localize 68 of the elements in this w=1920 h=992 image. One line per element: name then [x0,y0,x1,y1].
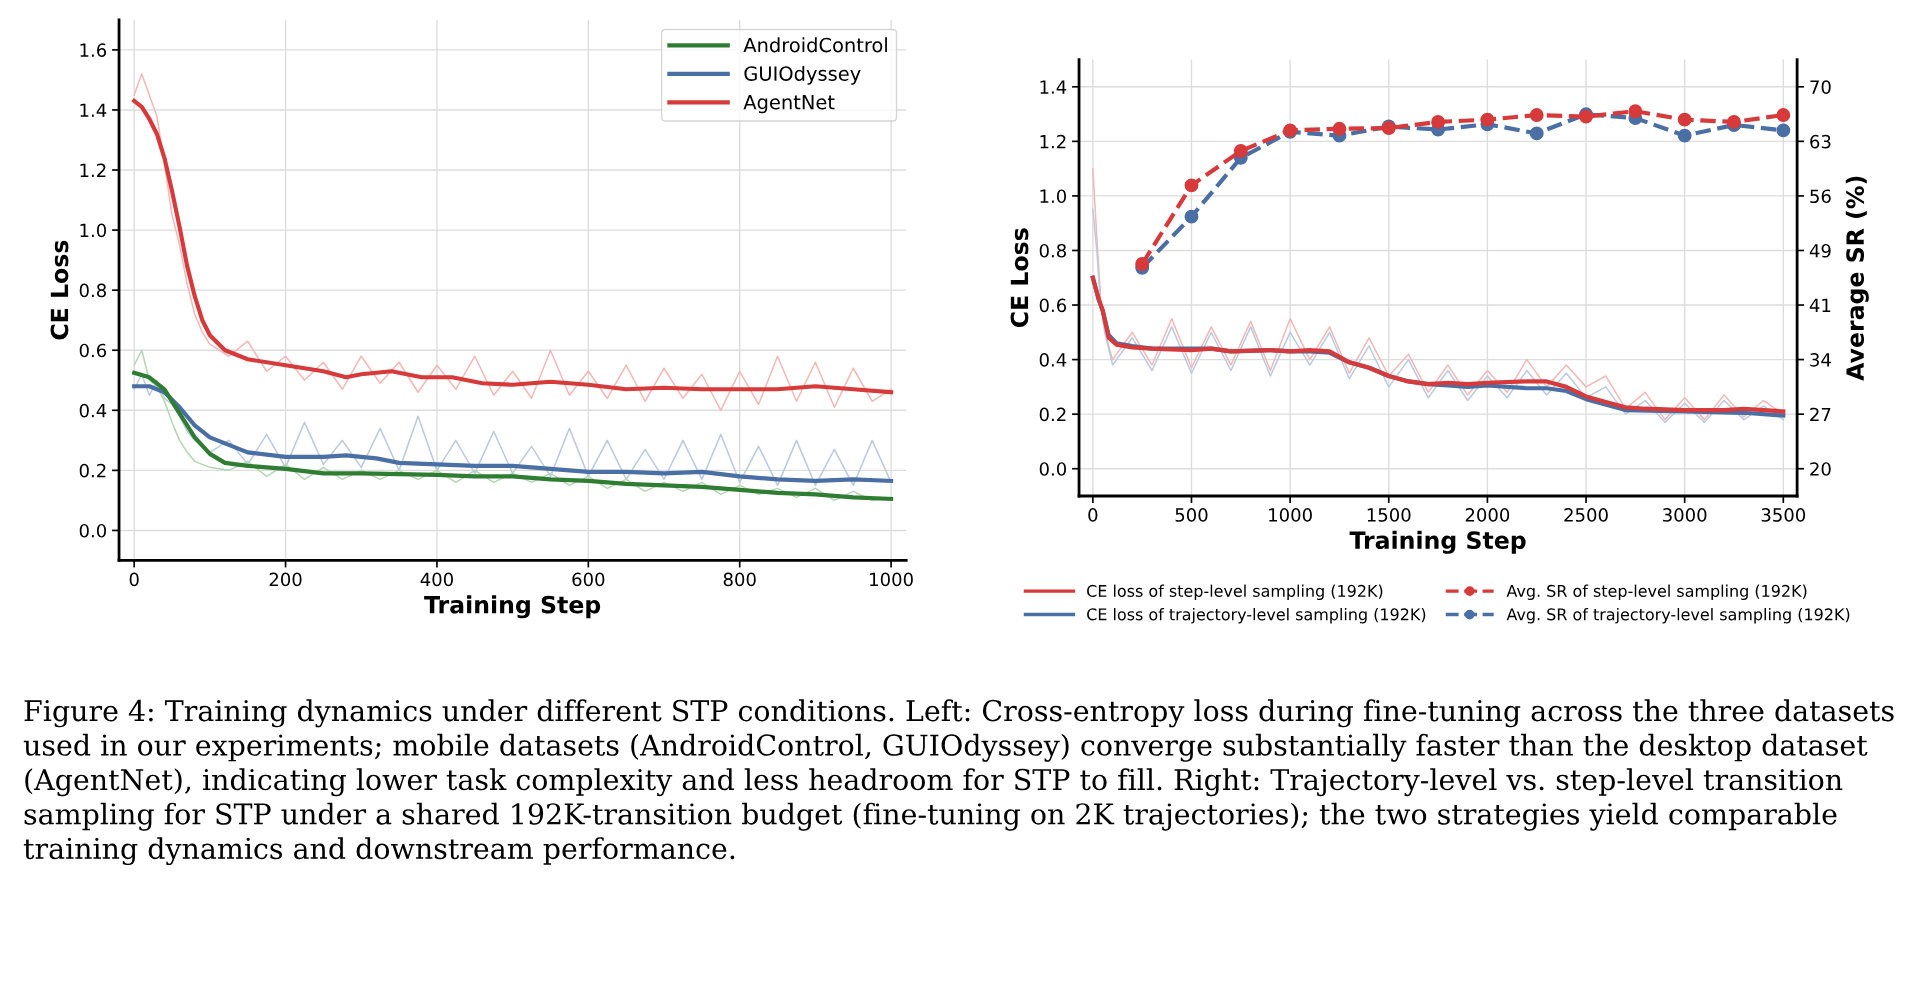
y2-tick-label: 70 [1810,80,1831,94]
y2-tick-label: 20 [1810,462,1831,476]
legend-label: CE loss of step-level sampling (192K) [1087,584,1383,601]
y2-tick-label: 49 [1809,243,1831,258]
y-tick-label: 1.4 [1040,80,1067,94]
x-tick-label: 0 [129,572,139,587]
point [1480,112,1495,127]
point [1529,108,1544,122]
y2-tick-label: 41 [1809,298,1831,312]
x-tick-label: 1000 [870,572,913,587]
y-tick-label: 1.0 [80,223,107,238]
y-axis-title: CE Loss [1010,228,1029,328]
y2-axis-title: Average SR (%) [1845,176,1869,381]
point [1332,121,1347,136]
x-tick-label: 2000 [1465,508,1510,522]
x-tick-label: 0 [1088,508,1098,522]
y-tick-label: 0.4 [1039,353,1067,367]
caption: Figure 4: Training dynamics under different STP conditions. Left: Cross-entropy loss during fine-tuning across the three datasets used in our experiments; mobile datasets (AndroidControl, GUIOdyssey) converge substantially faster than the desktop dataset (AgentNet), indicating lower task complexity and less headroom for STP to fill. Right: Trajectory-level vs. step-level transition sampling for STP under a shared 192K-transition budget (fine-tuning on 2K trajectories); the two strategies yield comparable training dynamics and downstream performance. [23,699,1894,866]
point [1529,126,1544,141]
point [1431,114,1446,129]
x-tick-label: 3000 [1663,508,1707,522]
point [1677,128,1692,143]
x-tick-label: 1000 [1269,508,1312,522]
y2-tick-label: 56 [1810,189,1831,204]
y2-tick-label: 63 [1810,134,1831,149]
y-axis-title: CE Loss [50,240,69,340]
legend-label: GUIOdyssey [744,65,861,85]
x-tick-label: 400 [420,572,453,587]
point [1184,209,1199,224]
y-tick-label: 1.4 [80,103,107,117]
y2-tick-label: 27 [1810,407,1831,422]
y-tick-label: 1.6 [80,43,107,57]
legend-label: Avg. SR of step-level sampling (192K) [1506,584,1807,601]
y-tick-label: 0.8 [1039,243,1066,258]
x-tick-label: 500 [1175,508,1208,522]
y-tick-label: 0.8 [79,283,106,298]
point [1184,178,1199,193]
point [1727,114,1741,129]
point [1776,123,1791,138]
y-tick-label: 1.0 [1040,189,1067,204]
legend-label: AgentNet [743,95,835,114]
point [1628,104,1643,119]
x-tick-label: 2500 [1564,508,1608,522]
y-tick-label: 0.6 [1039,298,1067,313]
point [1135,257,1150,271]
point [1233,144,1248,158]
x-tick-label: 600 [572,572,605,587]
x-tick-label: 800 [723,572,756,587]
legend-label: AndroidControl [743,37,887,53]
y-tick-label: 0.2 [79,463,106,478]
x-axis-title: Training Step [424,595,601,619]
y-tick-label: 1.2 [1040,134,1066,149]
x-tick-label: 200 [269,572,302,587]
line-series [1092,208,1785,424]
legend-label: Avg. SR of trajectory-level sampling (192K) [1506,608,1850,624]
y-tick-label: 1.2 [80,163,106,177]
y-tick-label: 0.4 [79,403,107,418]
y-tick-label: 0.2 [1039,407,1066,422]
x-tick-label: 3500 [1761,508,1806,522]
x-axis-title: Training Step [1349,530,1526,554]
y-tick-label: 0.0 [79,523,107,538]
point [1677,112,1692,127]
y2-tick-label: 34 [1810,353,1831,367]
y-tick-label: 0.6 [79,343,107,358]
legend-label: CE loss of trajectory-level sampling (192K) [1087,608,1426,624]
point [1776,108,1791,122]
x-tick-label: 1500 [1367,508,1411,522]
y-tick-label: 0.0 [1039,462,1067,476]
